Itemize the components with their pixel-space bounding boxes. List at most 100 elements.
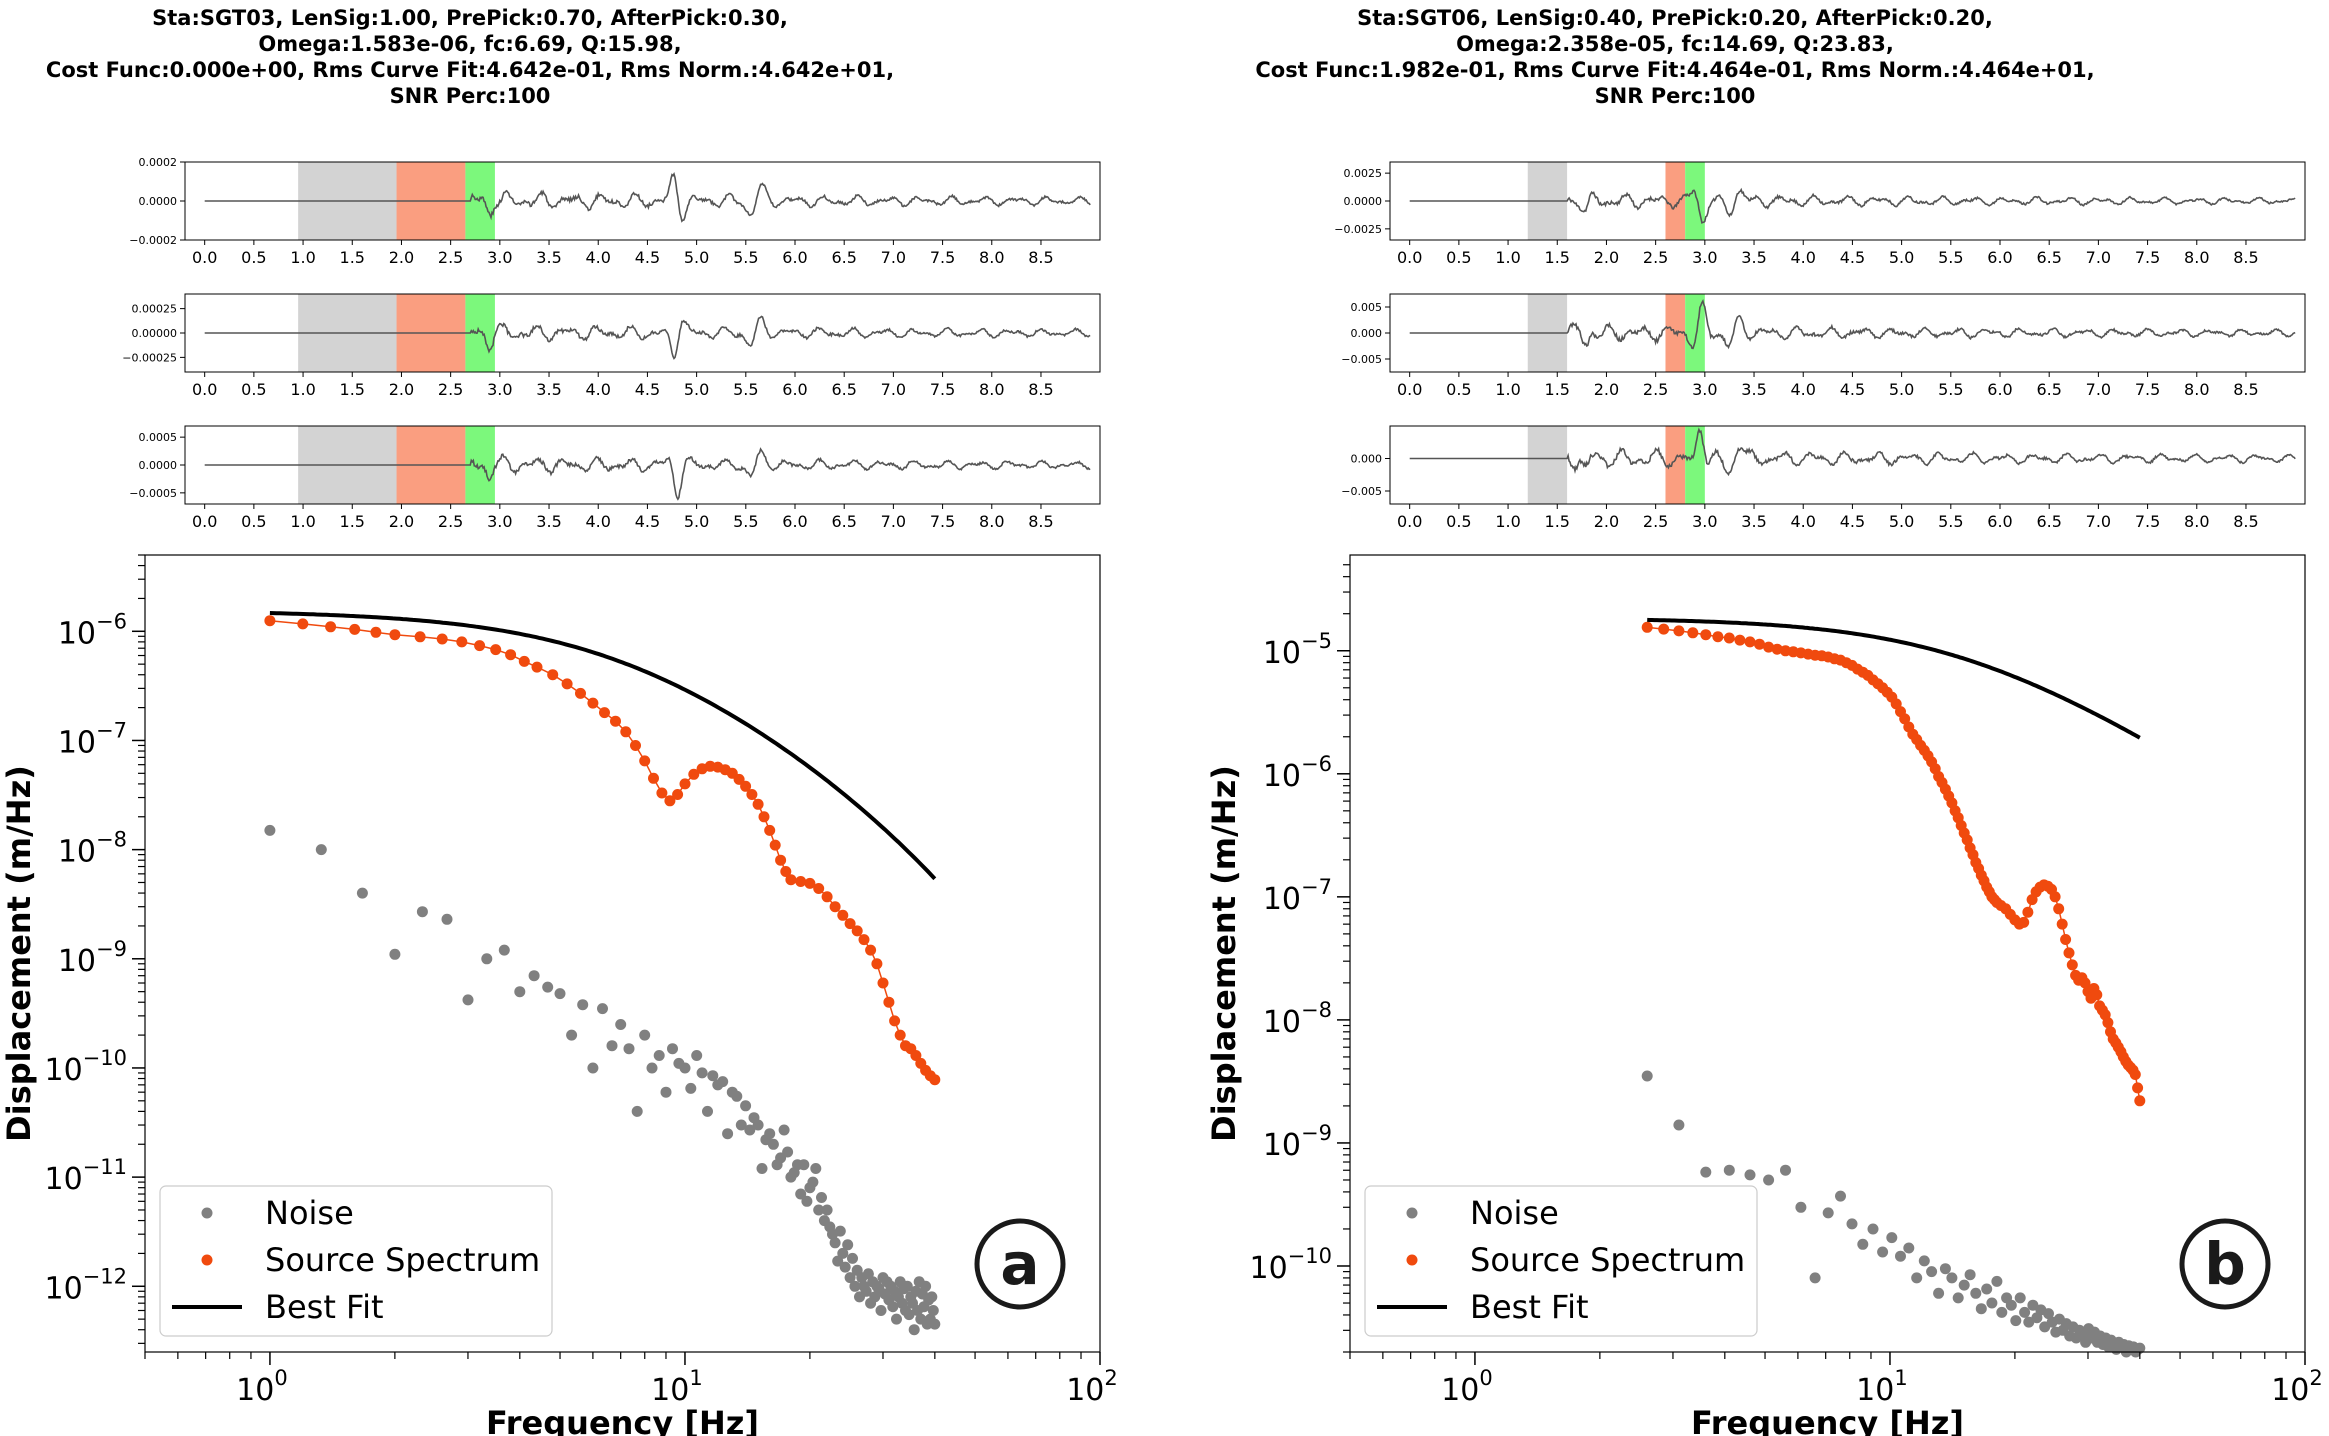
y-tick-mantissa: 10: [1263, 1005, 1301, 1040]
source-spectrum-point: [733, 773, 745, 785]
noise-window: [1527, 426, 1568, 504]
trace-x-tick-label: 0.5: [241, 248, 266, 267]
noise-point: [722, 1128, 734, 1140]
source-spectrum-point: [889, 1015, 901, 1027]
trace-x-tick-label: 3.5: [1741, 380, 1766, 399]
trace-y-tick-label: 0.00025: [132, 303, 178, 316]
x-tick-exponent: 1: [689, 1366, 702, 1390]
trace-x-tick-label: 1.0: [290, 512, 315, 531]
trace-y-tick-label: −0.00025: [122, 351, 177, 364]
y-tick-exponent: −8: [96, 828, 127, 852]
trace-x-tick-label: 7.0: [2086, 380, 2111, 399]
noise-point: [801, 1195, 813, 1207]
afterpick-window: [1685, 294, 1705, 372]
y-tick-exponent: −7: [1301, 875, 1332, 899]
source-spectrum-point: [894, 1029, 906, 1041]
y-tick-mantissa: 10: [1263, 882, 1301, 917]
noise-point: [752, 1119, 764, 1131]
legend: Noise Source Spectrum Best Fit: [159, 1185, 553, 1337]
source-spectrum-point: [2049, 891, 2061, 903]
noise-point: [740, 1100, 752, 1112]
noise-point: [389, 948, 401, 960]
trace-x-tick-label: 7.0: [881, 380, 906, 399]
source-spectrum-point: [752, 798, 764, 810]
source-spectrum-point: [297, 618, 309, 630]
trace-x-tick-label: 3.5: [1741, 248, 1766, 267]
trace-x-tick-label: 6.5: [831, 248, 856, 267]
source-spectrum-point: [2063, 947, 2075, 959]
noise-point: [926, 1291, 938, 1303]
noise-point: [869, 1291, 881, 1303]
x-tick-mantissa: 10: [1441, 1373, 1479, 1408]
trace-panel: 0.00025 0.00000 −0.00025 0.0 0.5 1.0 1.5 2.0 2.5…: [122, 293, 1101, 399]
panel-label-circle: [974, 1218, 1066, 1310]
noise-point: [1991, 1275, 2003, 1287]
noise-point: [597, 1003, 608, 1015]
noise-point: [839, 1261, 851, 1273]
trace-x-tick-label: 8.0: [2184, 248, 2209, 267]
trace-x-tick-label: 0.5: [1446, 248, 1471, 267]
noise-point: [566, 1029, 578, 1041]
source-spectrum-point: [780, 866, 792, 877]
title-line: SNR Perc:100: [390, 84, 551, 108]
noise-point: [891, 1313, 902, 1325]
trace-x-tick-label: 6.0: [782, 380, 807, 399]
x-axis-label: Frequency [Hz]: [486, 1404, 759, 1436]
trace-x-tick-label: 2.0: [1594, 380, 1619, 399]
trace-x-tick-label: 3.5: [1741, 512, 1766, 531]
trace-x-tick-label: 5.5: [733, 380, 758, 399]
trace-x-tick-label: 1.0: [290, 380, 315, 399]
trace-x-tick-label: 6.5: [2036, 380, 2061, 399]
noise-point: [816, 1192, 827, 1203]
trace-x-tick-label: 7.5: [930, 512, 955, 531]
trace-x-tick-label: 4.5: [1840, 512, 1865, 531]
trace-x-tick-label: 6.0: [1987, 380, 2012, 399]
title-line: Omega:2.358e-05, fc:14.69, Q:23.83,: [1456, 32, 1894, 56]
title-line: SNR Perc:100: [1595, 84, 1756, 108]
y-tick-exponent: −8: [1301, 998, 1332, 1022]
source-spectrum-point: [414, 631, 426, 643]
trace-x-tick-label: 1.5: [1545, 248, 1570, 267]
y-tick-exponent: −6: [96, 609, 127, 633]
y-tick-label: 10−6: [1263, 752, 1332, 794]
noise-point: [927, 1305, 939, 1316]
source-spectrum-point: [610, 715, 621, 727]
noise-point: [887, 1301, 899, 1313]
trace-x-tick-label: 2.5: [1643, 380, 1668, 399]
source-spectrum-point: [1734, 634, 1746, 646]
trace-x-tick-label: 8.0: [979, 248, 1004, 267]
trace-x-tick-label: 4.0: [1790, 380, 1815, 399]
source-spectrum-point: [2134, 1095, 2146, 1107]
source-spectrum-point: [2079, 977, 2091, 989]
source-spectrum-point: [639, 755, 651, 767]
trace-x-tick-label: 3.0: [487, 512, 512, 531]
trace-x-tick-label: 5.5: [733, 512, 758, 531]
legend-entry: Best Fit: [1470, 1288, 1589, 1326]
noise-point: [860, 1285, 872, 1297]
source-spectrum-point: [518, 655, 530, 667]
legend: Noise Source Spectrum Best Fit: [1364, 1185, 1758, 1337]
noise-point: [1911, 1272, 1923, 1284]
y-tick-mantissa: 10: [44, 1271, 82, 1306]
noise-point: [821, 1204, 833, 1216]
trace-x-tick-label: 1.5: [1545, 512, 1570, 531]
afterpick-window: [1685, 162, 1705, 240]
legend-entry: Best Fit: [265, 1288, 384, 1326]
noise-point: [1981, 1283, 1993, 1295]
trace-y-tick-label: −0.0005: [129, 487, 177, 500]
trace-x-tick-label: 1.0: [1495, 380, 1520, 399]
trace-x-tick-label: 8.5: [1028, 512, 1053, 531]
waveform-line: [204, 172, 1091, 223]
x-tick-exponent: 1: [1894, 1366, 1907, 1390]
y-tick-label: 10−9: [1263, 1121, 1332, 1163]
noise-point: [1986, 1297, 1998, 1309]
trace-x-tick-label: 5.5: [1938, 512, 1963, 531]
noise-point: [837, 1247, 849, 1259]
y-tick-exponent: −9: [96, 937, 127, 961]
x-tick-exponent: 2: [2309, 1366, 2322, 1390]
trace-x-tick-label: 2.5: [438, 512, 463, 531]
noise-point: [2014, 1292, 2026, 1304]
y-tick-label: 10−9: [58, 937, 127, 979]
source-spectrum-point: [587, 697, 599, 709]
